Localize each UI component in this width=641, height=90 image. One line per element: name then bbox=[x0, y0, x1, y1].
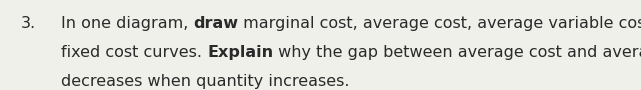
Text: why the gap between average cost and average variable cost: why the gap between average cost and ave… bbox=[273, 45, 641, 60]
Text: In one diagram,: In one diagram, bbox=[61, 16, 194, 31]
Text: 3.: 3. bbox=[21, 16, 36, 31]
Text: decreases when quantity increases.: decreases when quantity increases. bbox=[61, 74, 349, 89]
Text: Explain: Explain bbox=[207, 45, 273, 60]
Text: marginal cost, average cost, average variable cost and average: marginal cost, average cost, average var… bbox=[238, 16, 641, 31]
Text: fixed cost curves.: fixed cost curves. bbox=[61, 45, 207, 60]
Text: draw: draw bbox=[194, 16, 238, 31]
